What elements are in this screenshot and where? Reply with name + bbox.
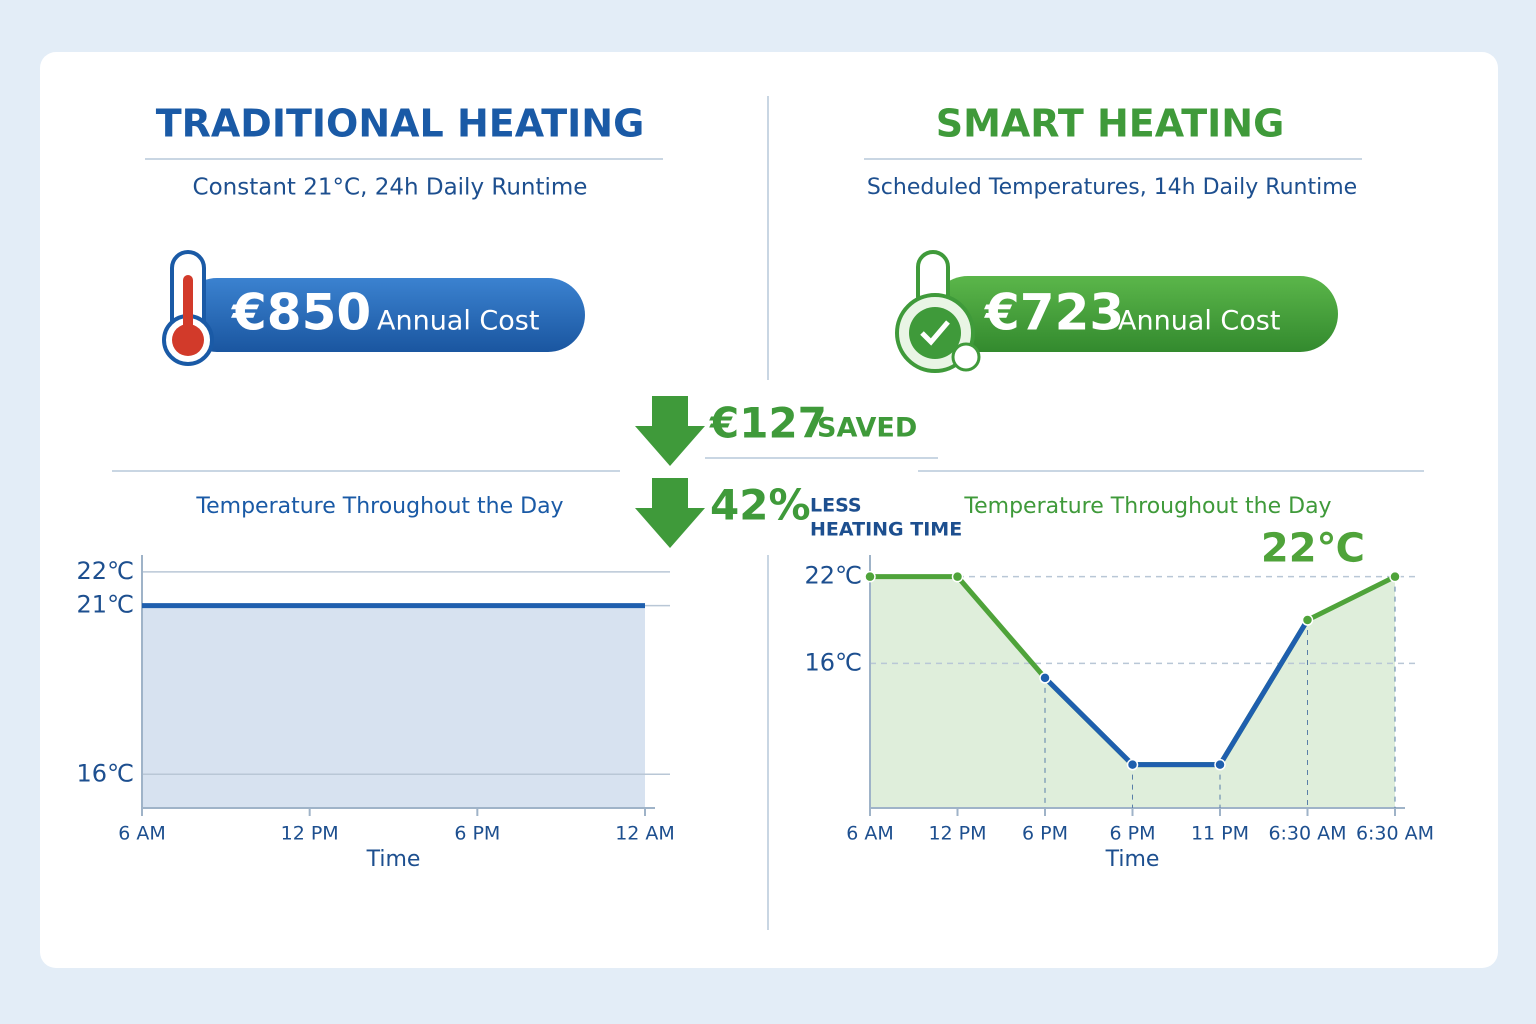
area <box>870 576 1395 808</box>
value-label: 22℃ <box>1261 526 1365 572</box>
y-tick-label: 21℃ <box>77 591 135 619</box>
smart-thermometer-icon <box>895 250 981 373</box>
savings-value: 42% <box>710 481 811 530</box>
y-tick-label: 16℃ <box>77 759 135 787</box>
cost-pill <box>930 276 1338 352</box>
cost-value: €723 <box>984 284 1124 342</box>
x-tick-label: 6:30 AM <box>1356 823 1434 845</box>
y-tick-label: 16℃ <box>805 648 863 676</box>
thermometer-icon <box>162 250 214 366</box>
x-tick-label: 6 PM <box>1022 823 1068 845</box>
panel-title: SMART HEATING <box>936 102 1285 146</box>
y-tick-label: 22℃ <box>805 562 863 590</box>
point <box>1126 758 1139 771</box>
savings-label: HEATING TIME <box>810 519 962 541</box>
area <box>142 605 645 808</box>
panel-title: TRADITIONAL HEATING <box>156 102 645 146</box>
down-arrow <box>635 396 705 466</box>
x-tick-label: 12 PM <box>928 823 986 845</box>
down-arrow <box>635 478 705 548</box>
x-tick-label: 6 AM <box>846 823 894 845</box>
point <box>1301 614 1314 626</box>
x-tick-label: 11 PM <box>1191 823 1249 845</box>
x-axis-label: Time <box>366 847 421 872</box>
panel-subtitle: Scheduled Temperatures, 14h Daily Runtim… <box>867 175 1357 200</box>
savings-label: LESS <box>810 495 862 517</box>
cost-value: €850 <box>231 284 371 342</box>
cost-pill <box>180 278 585 352</box>
savings-value: €127 <box>709 399 827 448</box>
savings-label: SAVED <box>817 413 917 444</box>
eco-segment <box>1042 675 1135 768</box>
point <box>864 570 876 583</box>
x-tick-label: 12 PM <box>281 823 339 845</box>
x-tick-label: 6 PM <box>1110 823 1156 845</box>
eco-segment <box>1217 617 1310 768</box>
point <box>1389 570 1401 583</box>
cost-label: Annual Cost <box>377 306 539 337</box>
x-tick-label: 6 PM <box>454 823 500 845</box>
x-tick-label: 6 AM <box>118 823 166 845</box>
chart-title: Temperature Throughout the Day <box>195 494 563 519</box>
y-tick-label: 22℃ <box>77 557 135 585</box>
x-tick-label: 6:30 AM <box>1268 823 1346 845</box>
point <box>1039 672 1051 684</box>
panel-subtitle: Constant 21°C, 24h Daily Runtime <box>193 175 588 201</box>
x-axis-label: Time <box>1105 847 1160 872</box>
point <box>1214 758 1226 771</box>
point <box>951 570 964 583</box>
x-tick-label: 12 AM <box>615 823 675 845</box>
chart-title: Temperature Throughout the Day <box>963 494 1331 519</box>
cost-label: Annual Cost <box>1118 306 1280 337</box>
